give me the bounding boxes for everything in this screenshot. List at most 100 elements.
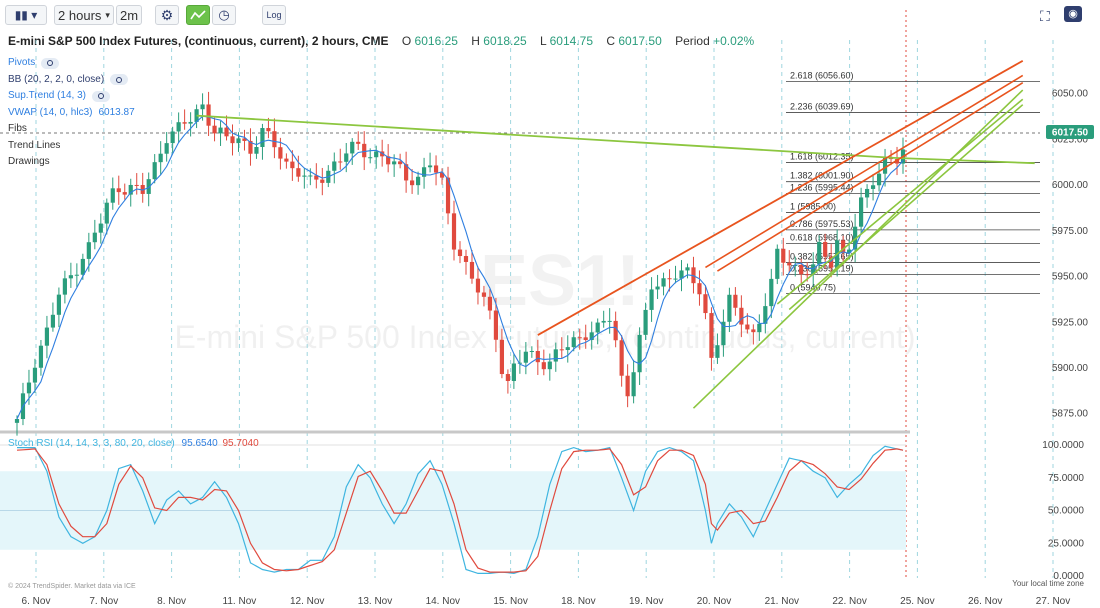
candle-body <box>499 339 505 375</box>
candle-body <box>847 249 852 253</box>
channel-upper-line <box>705 74 1024 269</box>
candle-body <box>62 278 67 295</box>
fullscreen-icon[interactable]: ⛶ <box>1040 8 1050 24</box>
candle-body <box>116 188 121 193</box>
fib-label: 2.236 (6039.69) <box>790 102 854 112</box>
candle-body <box>811 264 816 275</box>
rsi-legend: Stoch RSI (14, 14, 3, 3, 80, 20, close) … <box>8 438 259 449</box>
watermark-name: E-mini S&P 500 Index Futures, (continuou… <box>174 319 915 355</box>
candle-body <box>164 143 169 154</box>
candle-body <box>589 332 594 341</box>
log-scale-button[interactable]: Log <box>262 5 286 25</box>
candle-body <box>296 168 301 177</box>
candle-body <box>104 202 109 224</box>
candle-body <box>565 347 570 351</box>
candle-body <box>433 165 439 173</box>
last-price-label: 6017.50 <box>1052 128 1089 139</box>
candle-body <box>266 128 271 132</box>
candle-body <box>715 345 720 358</box>
y-tick-label: 6000.00 <box>1052 180 1089 191</box>
legend-pivots[interactable]: Pivots <box>8 55 135 72</box>
candle-body <box>386 156 391 165</box>
candle-body <box>511 363 516 382</box>
interval-button[interactable]: 2m <box>116 5 142 25</box>
legend-trend-lines[interactable]: Trend Lines <box>8 138 135 155</box>
x-tick-label: 20. Nov <box>697 596 731 607</box>
legend-bb[interactable]: BB (20, 2, 2, 0, close) <box>8 72 135 89</box>
rsi-label: Stoch RSI (14, 14, 3, 3, 80, 20, close) <box>8 438 175 449</box>
legend-vwap[interactable]: VWAP (14, 0, hlc3) 6013.87 <box>8 105 135 122</box>
candle-body <box>733 294 738 308</box>
candle-body <box>864 188 870 198</box>
legend-drawings[interactable]: Drawings <box>8 154 135 171</box>
candle-body <box>829 256 834 268</box>
vwap-value: 6013.87 <box>98 106 135 118</box>
timeframe-select[interactable]: 2 hours ▾ <box>54 5 114 25</box>
eye-icon[interactable] <box>92 90 111 102</box>
time-button[interactable]: ◷ <box>212 5 236 25</box>
fib-label: 0.236 (5951.19) <box>790 263 854 273</box>
candle-body <box>625 375 630 397</box>
legend-suptrend[interactable]: Sup.Trend (14, 3) <box>8 88 135 105</box>
y-tick-label: 6025.00 <box>1052 134 1089 145</box>
period-label: Period <box>675 34 710 48</box>
chart-type-button[interactable]: ▮▮ ▾ <box>5 5 47 25</box>
candle-body <box>679 270 684 279</box>
legend-fibs[interactable]: Fibs <box>8 121 135 138</box>
settings-button[interactable]: ⚙ <box>155 5 179 25</box>
candle-body <box>398 161 403 165</box>
candle-body <box>248 140 253 154</box>
candle-body <box>332 161 337 171</box>
bb-label: BB (20, 2, 2, 0, close) <box>8 73 105 85</box>
candle-body <box>631 372 636 397</box>
y-tick-label: 6050.00 <box>1052 89 1089 100</box>
candle-body <box>44 327 50 346</box>
channel-upper-line <box>537 60 1024 336</box>
x-tick-label: 18. Nov <box>561 596 595 607</box>
eye-icon[interactable] <box>110 74 129 86</box>
x-tick-label: 22. Nov <box>832 596 866 607</box>
candles <box>14 91 906 436</box>
candle-body <box>577 337 582 339</box>
candle-body <box>619 340 624 376</box>
rsi-band <box>0 444 906 550</box>
candle-body <box>613 320 618 341</box>
x-tick-label: 25. Nov <box>900 596 934 607</box>
last-price-tag <box>1046 125 1094 139</box>
candle-body <box>607 320 612 322</box>
vwap-label: VWAP (14, 0, hlc3) <box>8 106 93 118</box>
rsi-tick-label: 50.0000 <box>1048 506 1085 517</box>
trend-icon <box>190 10 206 20</box>
copyright: © 2024 TrendSpider. Market data via ICE <box>8 582 136 590</box>
clock-icon: ◷ <box>218 7 230 22</box>
candle-body <box>475 278 481 293</box>
candle-body <box>439 172 445 178</box>
candle-body <box>817 241 822 265</box>
eye-icon[interactable] <box>41 57 60 69</box>
suptrend-label: Sup.Trend (14, 3) <box>8 90 87 101</box>
candle-body <box>134 184 139 186</box>
auto-trend-button[interactable] <box>186 5 210 25</box>
candle-body <box>230 136 235 144</box>
trend-lines <box>196 60 1035 409</box>
stoch-k-line <box>17 445 904 575</box>
candle-body <box>655 286 660 290</box>
fib-label: 0.786 (5975.53) <box>790 219 854 229</box>
watermark: ES1! E-mini S&P 500 Index Futures, (cont… <box>174 241 915 355</box>
x-tick-label: 27. Nov <box>1036 596 1070 607</box>
candle-body <box>859 197 864 227</box>
channel-lower-line <box>788 104 1024 311</box>
candle-body <box>98 223 103 233</box>
y-tick-label: 5975.00 <box>1052 226 1089 237</box>
high-value: 6018.25 <box>483 34 527 48</box>
timeframe-value: 2 hours <box>58 7 102 23</box>
candle-body <box>727 294 732 322</box>
candle-body <box>404 164 409 181</box>
trend-lines-label: Trend Lines <box>8 139 61 151</box>
candle-body <box>661 278 666 287</box>
candle-body <box>344 153 349 162</box>
candle-body <box>463 256 469 262</box>
candle-body <box>92 232 97 243</box>
camera-icon[interactable]: ◉ <box>1064 6 1082 22</box>
